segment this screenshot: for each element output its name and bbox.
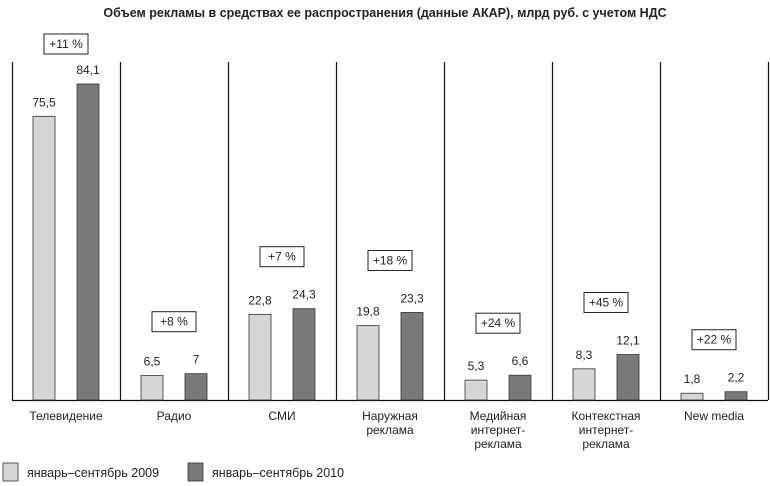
data-label: 12,1: [616, 334, 640, 348]
bar-2009: [356, 325, 380, 401]
data-label: 24,3: [292, 288, 316, 302]
bar-2010: [400, 312, 424, 401]
data-label: 1,8: [684, 372, 701, 386]
data-label: 84,1: [76, 63, 100, 77]
growth-label: +18 %: [373, 253, 408, 267]
category-label: New media: [684, 409, 744, 423]
growth-badge-box: [43, 33, 89, 55]
growth-badge: +22 %: [691, 329, 737, 351]
category-label: Телевидение: [29, 409, 103, 423]
growth-label: +8 %: [160, 315, 188, 329]
growth-badge: +8 %: [151, 311, 197, 333]
data-label: 8,3: [576, 348, 593, 362]
legend-label: январь–сентябрь 2009: [27, 466, 159, 480]
legend-label: январь–сентябрь 2010: [212, 466, 344, 480]
data-label: 6,6: [512, 354, 529, 368]
data-label: 75,5: [32, 95, 56, 109]
bar-2009: [572, 368, 596, 401]
growth-badge-box: [367, 249, 413, 271]
category-label: Медийная: [470, 409, 527, 423]
growth-badge: +11 %: [43, 33, 89, 55]
growth-badge: +45 %: [583, 292, 629, 314]
data-label: 2,2: [728, 371, 745, 385]
legend: январь–сентябрь 2009 январь–сентябрь 2010: [2, 462, 344, 482]
data-label: 23,3: [400, 291, 424, 305]
data-label: 7: [193, 353, 200, 367]
category-label: СМИ: [268, 409, 295, 423]
plot-area: 75,5 84,1 +11 % Телевидение 6,5 7 +8 % Радио 22,…: [11, 33, 770, 451]
growth-label: +11 %: [49, 37, 83, 51]
bar-2010: [76, 83, 100, 401]
growth-badge: +24 %: [475, 312, 521, 334]
growth-label: +24 %: [481, 316, 516, 330]
bar-2010: [616, 354, 640, 401]
growth-badge-box: [691, 329, 737, 351]
growth-label: +45 %: [589, 296, 624, 310]
bar-2009: [32, 115, 56, 401]
growth-badge: +18 %: [367, 249, 413, 271]
growth-badge-box: [151, 311, 197, 333]
category-label: интернет-: [579, 423, 633, 437]
bar-2009: [140, 375, 164, 401]
growth-badge-box: [583, 292, 629, 314]
growth-label: +22 %: [697, 333, 732, 347]
category-label: реклама: [474, 437, 522, 451]
category-label: интернет-: [471, 423, 525, 437]
category-label: Контекстная: [571, 409, 640, 423]
legend-swatch-2009: [2, 462, 19, 482]
growth-badge-box: [259, 246, 305, 268]
data-label: 22,8: [248, 293, 272, 307]
chart-title: Объем рекламы в средствах ее распростран…: [103, 6, 666, 20]
data-label: 19,8: [356, 305, 380, 319]
bar-2010: [184, 373, 208, 401]
category-label: Наружная: [362, 409, 418, 423]
growth-label: +7 %: [268, 250, 296, 264]
bar-2010: [724, 391, 748, 401]
category-label: Радио: [157, 409, 192, 423]
bar-2009: [464, 379, 488, 401]
data-label: 6,5: [144, 355, 161, 369]
category-label: реклама: [366, 423, 414, 437]
growth-badge-box: [475, 312, 521, 334]
bar-2009: [680, 392, 704, 401]
bar-2010: [508, 374, 532, 401]
category-label: реклама: [582, 437, 630, 451]
bar-2009: [248, 313, 272, 401]
legend-swatch-2010: [187, 462, 204, 482]
growth-badge: +7 %: [259, 246, 305, 268]
data-label: 5,3: [468, 359, 485, 373]
bar-2010: [292, 308, 316, 401]
